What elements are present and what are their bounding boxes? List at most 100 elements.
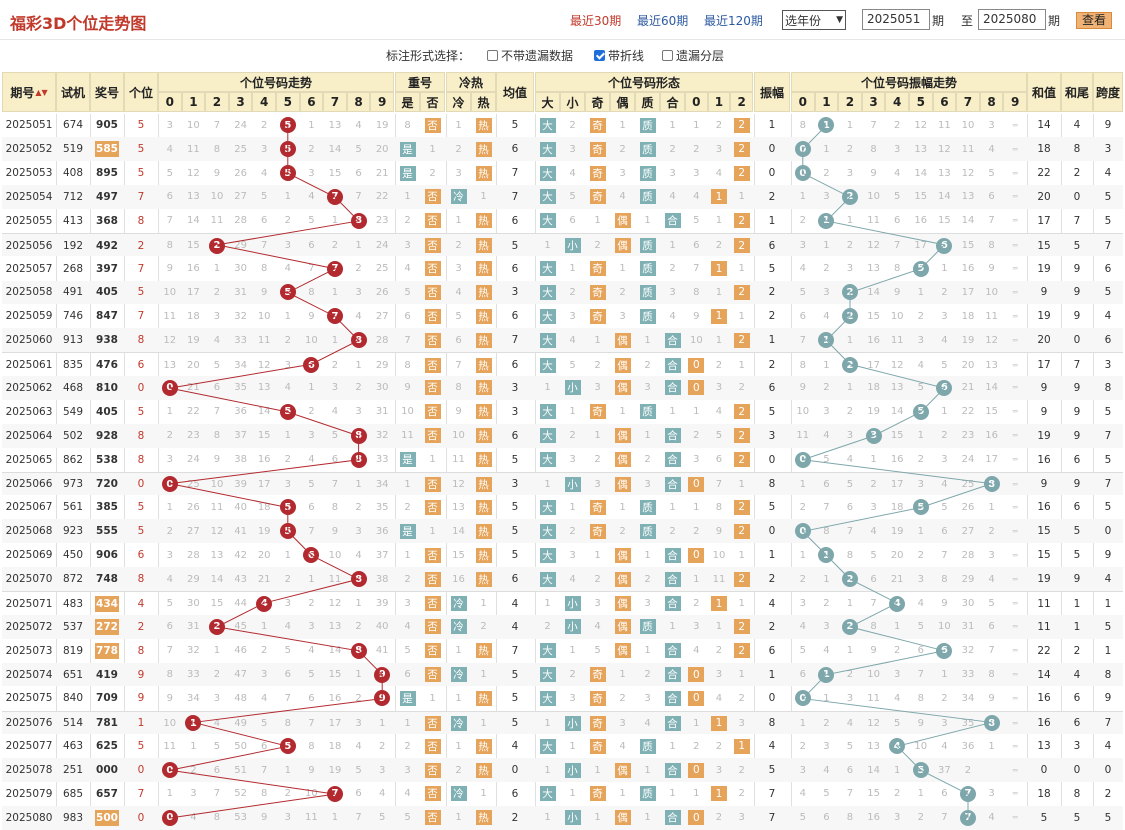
from-issue-input[interactable]: 2025051 [862,9,930,30]
option-layering[interactable]: 遗漏分层 [662,47,724,64]
hc-cell: 2 [455,240,462,252]
sum-cell: 19 [1037,429,1051,442]
period-60-link[interactable]: 最近60期 [637,14,689,28]
trend-cell: 4 [379,788,386,800]
trend-cell: 11 [328,573,342,585]
checkbox-layering[interactable] [662,50,673,61]
hc-cell: 1 [455,645,462,657]
trend-cell: 5 [276,281,300,305]
checkbox-polyline[interactable] [594,50,605,61]
sort-icon[interactable]: ▲▼ [35,87,48,97]
issue-cell: 2025051 [5,119,53,132]
option-polyline[interactable]: 带折线 [594,47,644,64]
trend-cell: 10 [328,549,342,561]
hc-cell: 1 [480,191,487,203]
option-no-omission[interactable]: 不带遗漏数据 [487,47,573,64]
issue-cell: 2025061 [5,359,53,372]
trend-cell: 9 [166,692,173,704]
span-cell: 9 [1104,549,1112,562]
amptrend-cell: 12 [890,359,904,371]
amptrend-cell: 1 [799,478,806,490]
trend-cell: 8 [166,240,173,252]
road-mark: 2 [733,165,750,181]
unit-cell: 0 [137,381,145,394]
bs-cell: 大 [535,567,560,591]
prize-highlight: 434 [95,595,119,612]
amptrend-cell: 16 [867,812,880,824]
issue-header[interactable]: 期号 ▲▼ [2,72,56,112]
oe-cell: 奇 [585,185,610,209]
trend-cell: 6 [308,692,315,704]
road-cell: 1 [738,669,745,681]
oe-cell: 1 [594,334,601,346]
pc-cell: 2 [644,573,651,585]
trend-cell: 9 [213,454,221,466]
amptrend-cell: 1 [846,334,854,346]
trend-cell: 36 [375,525,389,537]
pc-cell: 质 [635,734,660,758]
amp-cell: 1 [768,214,776,227]
road-cell: 2 [730,424,753,448]
trend-cell: 2 [284,788,291,800]
road-cell: 2 [730,328,753,352]
trend-cell: 1 [166,788,173,800]
trend-cell: 8 [347,328,371,352]
avg-cell: 6 [511,787,519,800]
tail-cell: 1 [1073,597,1081,610]
trend-cell: 31 [375,406,389,418]
trend-digit-header: 5 [276,92,300,112]
amptrend-cell: 1 [846,215,854,227]
trend-cell: 4 [355,740,362,752]
trend-ball: 8 [350,212,367,229]
amptrend-cell: ═ [1003,473,1027,497]
oe-cell: 3 [594,478,601,490]
checkbox-no-omission[interactable] [487,50,498,61]
bs-mark: 大 [539,643,556,659]
pc-mark: 合 [664,596,681,612]
amptrend-cell: 1 [870,454,877,466]
oe-cell: 3 [619,167,626,179]
bs-mark: 大 [539,523,556,539]
prize-cell: 000 [96,764,118,777]
trial-cell: 450 [62,549,84,562]
table-row: 2025070 872 748 8 4 29 14 43 21 2 1 11 8 38 2 否 16 热 6 大 4 2 偶… [2,567,1123,591]
rep-cell: 5 [404,812,411,824]
period-30-link[interactable]: 最近30期 [570,14,622,28]
rep-cell: 否 [420,567,445,591]
trend-cell: 39 [375,598,389,610]
issue-cell: 2025058 [5,286,53,299]
avg-cell: 5 [511,525,519,538]
oe-cell: 偶 [610,234,635,258]
amptrend-cell: 5 [909,257,933,281]
hc-cell: 6 [455,334,462,346]
view-button[interactable]: 查看 [1076,12,1112,29]
road-cell: 10 [689,334,703,346]
period-120-link[interactable]: 最近120期 [704,14,763,28]
column-divider [496,113,497,828]
oe-mark: 偶 [614,547,631,563]
trend-cell: 6 [355,788,362,800]
sum-cell: 15 [1037,549,1051,562]
trend-cell: 6 [355,167,362,179]
amptrend-cell: 13 [914,143,928,155]
amp-cell: 5 [768,501,776,514]
amptrend-cell: 8 [846,812,854,824]
span-cell: 5 [1104,501,1112,514]
trend-cell: 3 [331,382,339,394]
amptrend-cell: 1 [894,764,901,776]
trial-header: 试机 [56,72,90,112]
sum-cell: 0 [1040,764,1048,777]
amptrend-cell: 1 [917,286,924,298]
year-select[interactable]: 选年份 ▼ [782,10,846,30]
oe-mark: 奇 [589,715,606,731]
sum-cell: 16 [1037,692,1051,705]
empty-marker-icon: ═ [1012,216,1018,226]
trend-cell: 51 [234,764,247,776]
oe-cell: 奇 [585,257,610,281]
to-issue-input[interactable]: 2025080 [978,9,1046,30]
amp-cell: 2 [768,620,776,633]
rep-cell: 2 [404,740,411,752]
issue-cell: 2025074 [5,668,53,681]
issue-cell: 2025077 [5,740,53,753]
amptrend-ball: 2 [841,284,858,301]
